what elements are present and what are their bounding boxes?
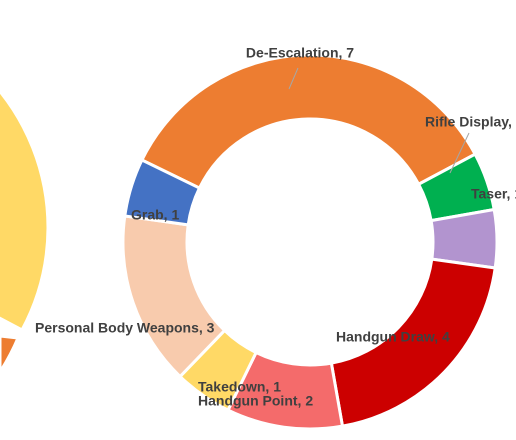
data-label: De-Escalation, 7 [246, 45, 354, 61]
leader-line [449, 132, 470, 174]
leader-line [288, 67, 299, 90]
data-label: Handgun Draw, 4 [336, 329, 450, 345]
data-label: Takedown, 1 [198, 379, 281, 395]
data-label: Handgun Point, 2 [198, 393, 313, 409]
data-labels: De-Escalation, 7 Rifle Display, 1 Taser, 1… [35, 45, 516, 409]
data-label: Taser, 1 [471, 186, 516, 202]
donut-segment [139, 53, 478, 191]
donut [121, 53, 499, 431]
data-label: Personal Body Weapons, 3 [35, 320, 215, 336]
donut-segment [123, 158, 202, 227]
partial-pie-slice [0, 334, 21, 375]
partial-pie-slice [0, 89, 50, 333]
data-label: Grab, 1 [131, 207, 179, 223]
data-label: Rifle Display, 1 [425, 114, 516, 130]
